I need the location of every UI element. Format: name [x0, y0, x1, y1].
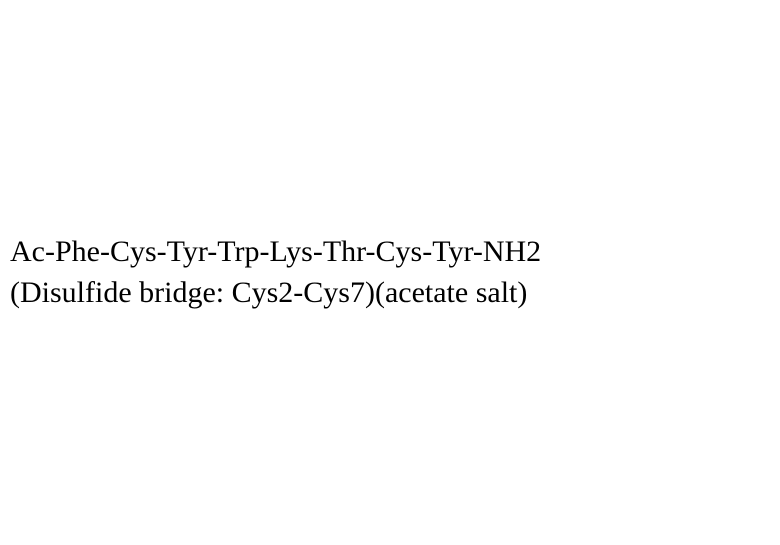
peptide-sequence-line: Ac-Phe-Cys-Tyr-Trp-Lys-Thr-Cys-Tyr-NH2 — [10, 232, 780, 273]
peptide-annotation-line: (Disulfide bridge: Cys2-Cys7)(acetate sa… — [10, 273, 780, 314]
